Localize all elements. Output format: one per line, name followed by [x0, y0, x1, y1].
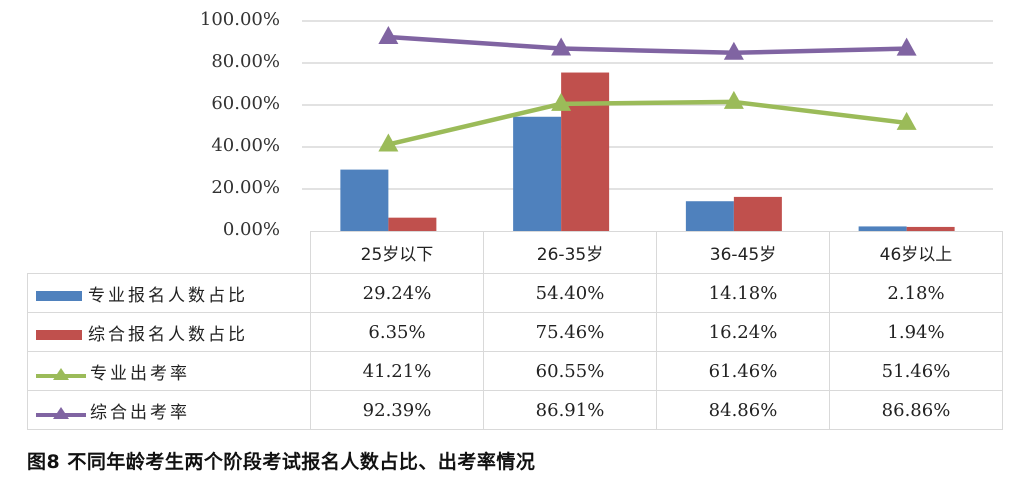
- table-cell: 75.46%: [483, 312, 657, 352]
- table-cell: 14.18%: [656, 273, 830, 313]
- category-label: 26-35岁: [483, 231, 657, 274]
- series-line: [388, 34, 907, 56]
- legend-bar-swatch-icon: [36, 329, 82, 340]
- bar: [561, 72, 610, 231]
- triangle-marker-icon: [551, 37, 572, 56]
- bar: [685, 201, 734, 231]
- data-table: 25岁以下 26-35岁 36-45岁 46岁以上专业报名人数占比 29.24% 54.4…: [27, 231, 1003, 430]
- triangle-marker-icon: [896, 37, 917, 56]
- table-cell: 1.94%: [829, 312, 1003, 352]
- legend-entry: 综合报名人数占比: [27, 312, 311, 352]
- bar: [858, 226, 907, 231]
- category-label: 25岁以下: [310, 231, 484, 274]
- table-cell: 2.18%: [829, 273, 1003, 313]
- legend-bar-swatch-icon: [36, 290, 82, 301]
- table-row: 综合报名人数占比 6.35% 75.46% 16.24% 1.94%: [27, 312, 1003, 352]
- table-cell: 92.39%: [310, 390, 484, 430]
- legend-entry: 专业出考率: [27, 351, 311, 391]
- table-cell: 60.55%: [483, 351, 657, 391]
- bar: [388, 217, 437, 231]
- series-line: [387, 99, 907, 147]
- y-tick-label: 60.00%: [211, 93, 280, 114]
- table-cell: 16.24%: [656, 312, 830, 352]
- legend-label: 专业出考率: [90, 363, 190, 384]
- table-cell: 29.24%: [310, 273, 484, 313]
- table-row: 专业报名人数占比 29.24% 54.40% 14.18% 2.18%: [27, 273, 1003, 313]
- category-label: 46岁以上: [829, 231, 1003, 274]
- table-cell: 86.91%: [483, 390, 657, 430]
- table-cell: 51.46%: [829, 351, 1003, 391]
- table-cell: 84.86%: [656, 390, 830, 430]
- bar: [906, 226, 955, 231]
- legend-entry: 专业报名人数占比: [27, 273, 311, 313]
- table-cell: 86.86%: [829, 390, 1003, 430]
- legend-line-triangle-icon: [36, 406, 86, 419]
- y-tick-label: 100.00%: [199, 9, 280, 30]
- legend-label: 综合报名人数占比: [88, 324, 248, 345]
- bar: [513, 116, 562, 231]
- table-cell: 61.46%: [656, 351, 830, 391]
- legend-entry: 综合出考率: [27, 390, 311, 430]
- figure-caption: 图8 不同年龄考生两个阶段考试报名人数占比、出考率情况: [27, 451, 536, 473]
- table-row: 专业出考率 41.21% 60.55% 61.46% 51.46%: [27, 351, 1003, 391]
- table-cell: 41.21%: [310, 351, 484, 391]
- triangle-marker-icon: [378, 25, 399, 44]
- bar: [340, 169, 389, 231]
- triangle-marker-icon: [551, 92, 572, 111]
- table-cell: 6.35%: [310, 312, 484, 352]
- y-tick-label: 80.00%: [211, 51, 280, 72]
- legend-label: 专业报名人数占比: [88, 285, 248, 306]
- triangle-marker-icon: [723, 90, 744, 109]
- category-label: 36-45岁: [656, 231, 830, 274]
- y-tick-label: 20.00%: [211, 177, 280, 198]
- y-tick-label: 40.00%: [211, 135, 280, 156]
- table-row: 综合出考率 92.39% 86.91% 84.86% 86.86%: [27, 390, 1003, 430]
- legend-label: 综合出考率: [90, 402, 190, 423]
- bar: [733, 196, 782, 231]
- triangle-marker-icon: [378, 133, 399, 152]
- triangle-marker-icon: [896, 111, 917, 130]
- triangle-marker-icon: [723, 41, 744, 60]
- legend-line-triangle-icon: [36, 367, 86, 380]
- table-cell: 54.40%: [483, 273, 657, 313]
